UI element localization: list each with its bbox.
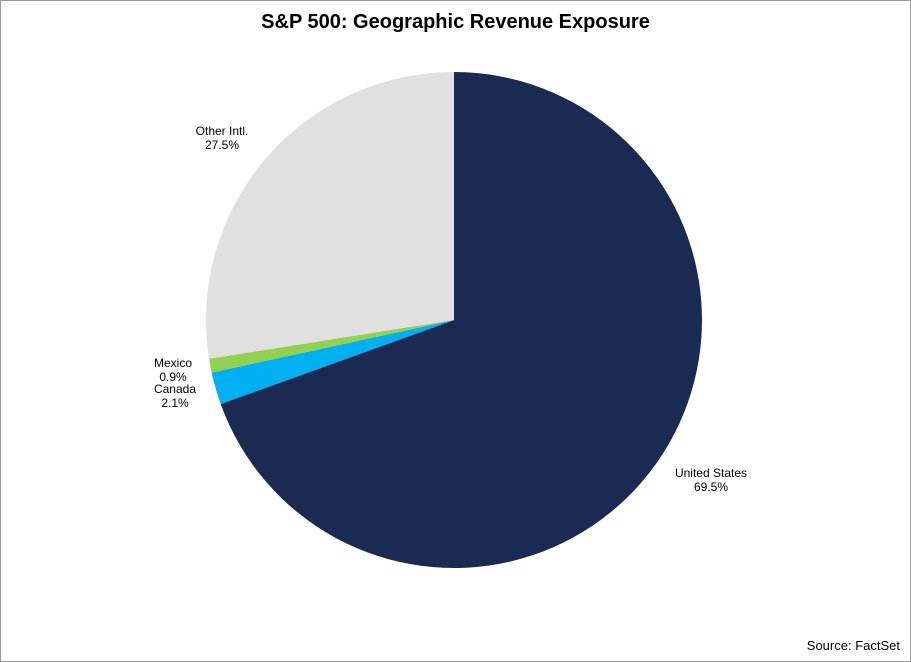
pie-slice-united-states [220,72,703,568]
pie-labels: United States 69.5% Canada 2.1%Mexico 0.9% Ot… [154,124,747,494]
pie-slice-mexico [209,320,454,373]
pie-slice-canada [211,320,454,405]
slice-label: Other Intl. 27.5% [196,124,249,152]
pie-slices [205,72,703,568]
chart-title: S&P 500: Geographic Revenue Exposure [261,11,650,33]
pie-slice-other-intl [205,72,454,359]
source-note: Source: FactSet [806,638,900,653]
slice-label: United States 69.5% [675,466,747,494]
slice-label: Canada 2.1% [154,382,196,410]
slice-label: Mexico 0.9% [154,356,192,384]
